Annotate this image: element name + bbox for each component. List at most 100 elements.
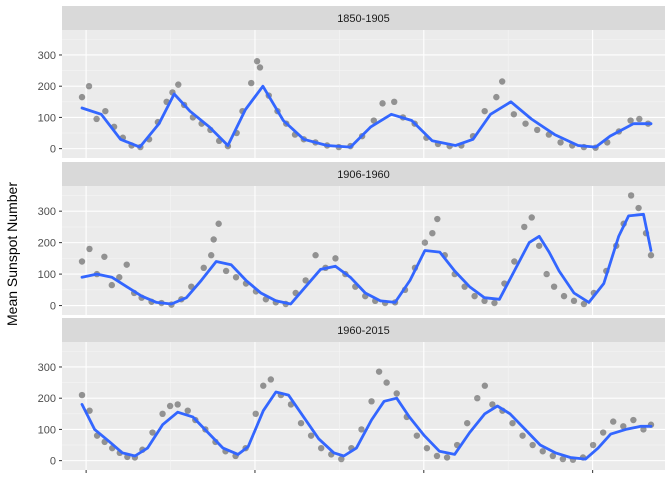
data-point (535, 242, 543, 249)
data-point (627, 117, 634, 124)
data-point (253, 58, 261, 65)
data-point (529, 441, 536, 449)
data-point (78, 93, 86, 101)
data-point (481, 382, 489, 389)
data-point (101, 253, 108, 260)
facet-strip (62, 162, 665, 186)
data-point (248, 79, 255, 87)
data-point (174, 401, 181, 408)
data-point (108, 281, 116, 289)
data-point (307, 432, 315, 439)
data-point (549, 452, 557, 460)
y-tick-label: 300 (38, 206, 56, 218)
data-point (434, 215, 441, 223)
data-point (528, 214, 535, 221)
data-point (175, 81, 182, 88)
y-tick-label: 200 (38, 238, 56, 250)
data-point (589, 441, 597, 449)
data-point (375, 368, 383, 375)
y-tick-label: 0 (50, 301, 56, 313)
data-point (509, 419, 516, 427)
data-point (580, 300, 588, 308)
data-point (421, 239, 429, 246)
data-point (543, 270, 550, 278)
data-point (85, 82, 93, 90)
data-point (166, 402, 174, 410)
data-point (464, 419, 471, 427)
data-point (539, 448, 546, 455)
data-point (423, 444, 431, 452)
data-point (559, 455, 567, 463)
data-point (208, 252, 215, 259)
data-point (338, 455, 345, 463)
data-point (610, 418, 617, 425)
data-point (493, 93, 500, 101)
data-point (599, 429, 607, 436)
data-point (317, 444, 325, 452)
data-point (630, 416, 637, 424)
data-point (78, 258, 86, 265)
data-point (86, 245, 93, 253)
data-point (102, 107, 109, 115)
data-point (498, 78, 506, 85)
data-point (534, 126, 541, 134)
y-tick-label: 0 (50, 144, 56, 156)
data-point (297, 419, 305, 427)
data-point (393, 390, 400, 397)
data-point (159, 410, 166, 418)
y-tick-label: 100 (38, 269, 56, 281)
data-point (474, 394, 481, 402)
data-point (252, 410, 259, 418)
data-point (640, 426, 647, 433)
y-tick-label: 200 (38, 393, 56, 405)
y-tick-label: 200 (38, 81, 56, 93)
data-point (489, 401, 496, 408)
data-point (433, 452, 441, 460)
data-point (413, 432, 421, 439)
data-point (232, 274, 240, 281)
data-point (647, 252, 655, 259)
data-point (86, 407, 93, 414)
data-point (200, 264, 207, 272)
y-tick-label: 100 (38, 112, 56, 124)
smoothed-trend-line (80, 212, 653, 306)
data-point (123, 261, 130, 268)
panel-background (62, 342, 665, 470)
y-axis-title: Mean Sunspot Number (4, 182, 20, 326)
data-point (302, 277, 309, 284)
data-point (370, 117, 377, 124)
data-point (491, 299, 498, 307)
y-tick-label: 300 (38, 362, 56, 374)
data-point (222, 267, 230, 275)
facet-strip-label: 1960-2015 (337, 325, 390, 337)
data-point (383, 379, 390, 386)
panels: 1850-190501002003001906-1960010020030019… (38, 6, 665, 473)
data-point (550, 283, 558, 290)
facet-panel: 1960-2015 0 100 200 300 (38, 318, 665, 473)
data-point (557, 139, 564, 146)
data-point (78, 391, 86, 399)
data-point (519, 432, 526, 439)
data-point (627, 192, 635, 199)
data-point (620, 423, 627, 430)
data-point (215, 220, 222, 227)
data-point (312, 252, 319, 259)
data-point (471, 292, 478, 300)
data-point (511, 258, 518, 265)
data-point (560, 292, 568, 300)
data-point (570, 297, 578, 305)
panel-background (62, 186, 665, 315)
facet-strip-label: 1850-1905 (337, 13, 390, 25)
data-point (635, 204, 642, 212)
y-tick-label: 100 (38, 424, 56, 436)
smoothed-trend-line (80, 390, 653, 461)
y-tick-label: 300 (38, 50, 56, 62)
facet-strip (62, 6, 665, 30)
data-point (379, 100, 386, 107)
facet-strip (62, 318, 665, 342)
data-point (429, 229, 436, 237)
facet-panel: 1906-1960 0 100 200 300 (38, 162, 665, 315)
data-point (267, 376, 275, 383)
data-point (149, 429, 156, 436)
